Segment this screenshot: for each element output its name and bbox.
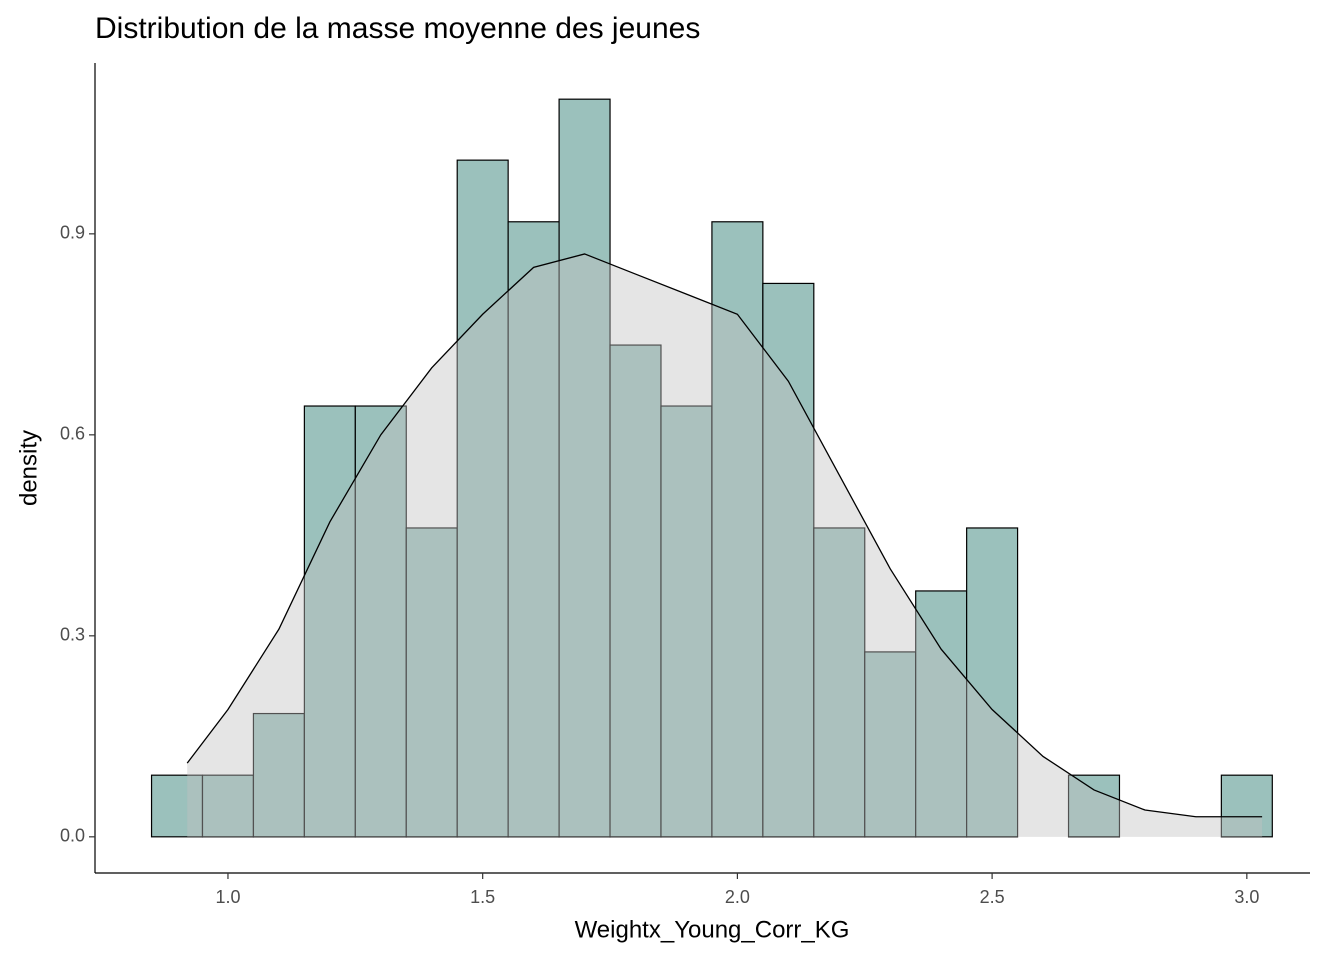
bar [762, 282, 815, 838]
bar [507, 221, 560, 838]
bar [609, 344, 662, 838]
bar [813, 527, 866, 838]
bar [711, 221, 764, 838]
y-tick-label: 0.0 [60, 826, 85, 846]
bar [150, 774, 204, 838]
bar [354, 405, 407, 838]
density-area [187, 253, 1263, 837]
x-tick-label: 2.0 [725, 887, 750, 907]
bar [201, 774, 255, 838]
bar [405, 527, 458, 838]
x-axis-label: Weightx_Young_Corr_KG [575, 916, 850, 943]
bar [966, 527, 1019, 838]
density-line [186, 253, 1263, 818]
x-tick-label: 2.5 [980, 887, 1005, 907]
y-tick-label: 0.3 [60, 625, 85, 645]
bar [915, 590, 968, 838]
x-tick-label: 1.5 [470, 887, 495, 907]
bar [456, 159, 509, 838]
y-tick-label: 0.9 [60, 223, 85, 243]
y-axis-label: density [15, 430, 42, 506]
bar [252, 712, 305, 838]
y-tick-label: 0.6 [60, 424, 85, 444]
bar [1067, 774, 1121, 838]
x-tick-label: 1.0 [215, 887, 240, 907]
bar [1220, 774, 1273, 838]
bar [558, 98, 611, 838]
chart-title: Distribution de la masse moyenne des jeu… [95, 12, 700, 45]
bar [303, 405, 356, 838]
x-tick-label: 3.0 [1234, 887, 1259, 907]
